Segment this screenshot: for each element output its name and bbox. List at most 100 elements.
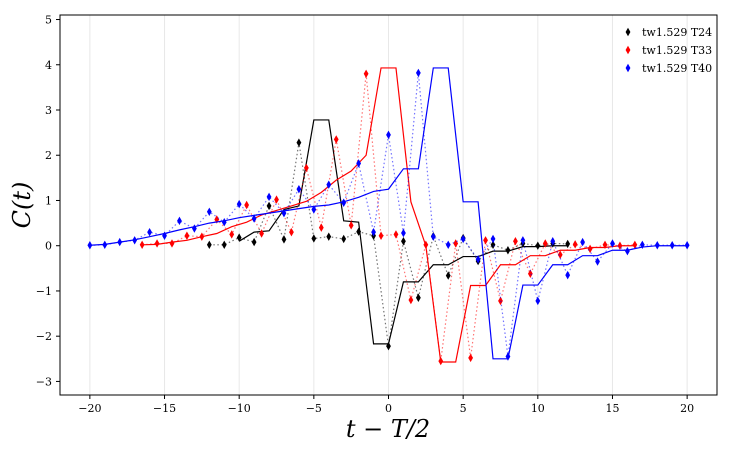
data-point xyxy=(587,244,593,254)
y-tick-label: 3 xyxy=(45,104,52,117)
y-tick-label: −1 xyxy=(36,285,52,298)
x-tick-label: 20 xyxy=(680,402,694,415)
data-point xyxy=(333,135,339,144)
data-point xyxy=(602,240,608,250)
legend-label: tw1.529 T33 xyxy=(642,44,712,57)
data-point xyxy=(445,271,451,280)
series-2 xyxy=(139,67,638,366)
data-point xyxy=(132,236,138,245)
y-tick-label: 0 xyxy=(45,240,52,253)
data-point xyxy=(229,230,235,239)
data-point xyxy=(311,234,317,243)
data-point xyxy=(184,231,190,240)
data-point xyxy=(191,224,197,233)
y-tick-label: 4 xyxy=(45,59,52,72)
data-point xyxy=(318,223,324,232)
data-point xyxy=(266,192,272,202)
series-solid-line xyxy=(142,67,635,363)
data-point xyxy=(296,184,302,194)
data-point xyxy=(281,235,287,244)
data-point xyxy=(244,200,250,210)
data-point xyxy=(326,180,332,189)
data-point xyxy=(363,69,369,79)
data-point xyxy=(102,240,108,250)
data-point xyxy=(550,236,556,246)
data-point xyxy=(251,214,257,223)
data-point xyxy=(221,217,227,227)
data-point xyxy=(610,239,615,248)
data-point xyxy=(386,341,391,351)
data-point xyxy=(415,293,421,302)
x-axis-title: t − T/2 xyxy=(346,415,430,443)
data-point xyxy=(430,232,436,241)
x-tick-label: 10 xyxy=(531,402,545,415)
data-point xyxy=(162,231,167,240)
legend: tw1.529 T24 tw1.529 T33 tw1.529 T40 xyxy=(625,26,712,75)
series-solid-line xyxy=(89,67,688,360)
legend-label: tw1.529 T24 xyxy=(642,26,712,39)
x-tick-label: 5 xyxy=(460,402,467,415)
data-point xyxy=(251,237,257,247)
data-point xyxy=(505,246,511,255)
legend-marker xyxy=(625,63,631,73)
data-point xyxy=(206,240,212,250)
data-point xyxy=(117,237,123,247)
y-tick-label: −2 xyxy=(36,330,52,343)
data-point xyxy=(311,205,317,214)
data-point xyxy=(625,246,630,256)
grid xyxy=(89,15,688,395)
x-tick-label: 0 xyxy=(385,402,392,415)
data-point xyxy=(221,240,227,250)
data-point xyxy=(281,208,287,218)
data-point xyxy=(572,240,578,249)
data-point xyxy=(595,257,600,266)
y-tick-label: 1 xyxy=(45,194,52,207)
data-point xyxy=(542,239,548,248)
data-point xyxy=(199,232,205,241)
data-point xyxy=(206,207,212,216)
data-point xyxy=(460,234,466,244)
data-point xyxy=(326,232,332,241)
data-point xyxy=(348,221,354,230)
series-layer xyxy=(87,67,690,366)
data-point xyxy=(274,195,279,204)
legend-marker xyxy=(625,27,631,37)
y-tick-label: −3 xyxy=(36,375,52,388)
y-tick-label: 5 xyxy=(45,14,52,27)
data-point xyxy=(169,239,175,248)
y-tick-label: 2 xyxy=(45,149,52,162)
data-point xyxy=(296,138,302,147)
data-point xyxy=(527,269,533,278)
data-point xyxy=(378,231,384,240)
x-tick-label: −15 xyxy=(153,402,176,415)
data-point xyxy=(565,239,571,249)
data-point xyxy=(341,234,347,244)
x-tick-label: −20 xyxy=(78,402,101,415)
data-point xyxy=(557,250,563,259)
data-point xyxy=(393,230,399,239)
legend-marker xyxy=(625,45,631,55)
data-point xyxy=(423,240,429,250)
data-point xyxy=(565,270,571,280)
data-point xyxy=(639,240,645,250)
data-point xyxy=(289,227,294,237)
legend-label: tw1.529 T40 xyxy=(642,62,712,75)
data-point xyxy=(535,296,541,306)
data-point xyxy=(669,241,675,250)
data-point xyxy=(177,216,182,226)
data-point xyxy=(468,353,474,363)
data-point xyxy=(401,228,406,238)
data-point xyxy=(490,234,496,244)
data-point xyxy=(139,240,145,250)
data-point xyxy=(580,237,586,247)
data-point xyxy=(654,241,660,250)
x-tick-label: 15 xyxy=(605,402,619,415)
x-tick-label: −5 xyxy=(306,402,322,415)
data-point xyxy=(438,356,444,366)
data-point xyxy=(505,352,511,361)
data-point xyxy=(490,240,496,250)
series-solid-line xyxy=(238,119,568,345)
data-point xyxy=(483,236,488,245)
